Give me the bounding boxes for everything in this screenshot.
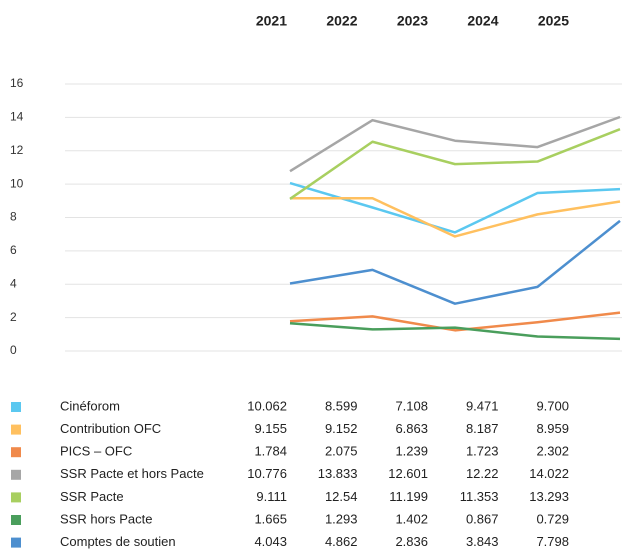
legend-swatch xyxy=(11,424,21,435)
legend-label: SSR hors Pacte xyxy=(60,511,153,526)
series-line xyxy=(289,196,621,238)
table-value: 0.867 xyxy=(466,511,499,526)
legend-label: Contribution OFC xyxy=(60,421,161,436)
table-value: 9.111 xyxy=(256,489,287,504)
legend-swatch xyxy=(11,402,21,412)
table-value: 8.599 xyxy=(325,398,358,413)
table-value: 12.601 xyxy=(388,466,428,481)
y-tick-label: 8 xyxy=(10,210,17,224)
table-value: 4.862 xyxy=(325,534,358,549)
legend-swatch xyxy=(11,469,21,480)
legend-label: Comptes de soutien xyxy=(60,534,176,549)
year-header: 2022 xyxy=(326,13,357,29)
table-value: 11.353 xyxy=(460,489,499,504)
year-header: 2024 xyxy=(467,13,498,29)
y-tick-label: 4 xyxy=(10,276,17,290)
table-value: 2.302 xyxy=(536,444,569,459)
table-value: 9.155 xyxy=(254,421,287,436)
series-line xyxy=(289,128,621,200)
table-value: 1.402 xyxy=(395,511,428,526)
y-tick-label: 0 xyxy=(10,343,17,357)
table-value: 10.062 xyxy=(247,398,287,413)
table-value: 7.108 xyxy=(395,398,428,413)
table-value: 1.293 xyxy=(325,511,358,526)
series-line xyxy=(289,321,621,341)
legend-swatch xyxy=(11,447,21,458)
series-line xyxy=(289,181,621,234)
table-value: 9.471 xyxy=(466,398,499,413)
table-value: 2.836 xyxy=(395,534,428,549)
table-value: 13.833 xyxy=(318,466,358,481)
table-value: 8.959 xyxy=(536,421,569,436)
legend-swatch xyxy=(11,492,21,503)
legend-label: PICS – OFC xyxy=(60,444,132,459)
table-value: 9.700 xyxy=(536,398,569,413)
year-header: 2025 xyxy=(538,13,569,29)
legend-label: Cinéforom xyxy=(60,398,120,413)
table-value: 12.54 xyxy=(325,489,358,504)
legend-swatch xyxy=(11,515,21,525)
y-tick-label: 10 xyxy=(10,176,24,190)
table-value: 3.843 xyxy=(466,534,499,549)
table-value: 1.723 xyxy=(466,444,499,459)
table-value: 13.293 xyxy=(529,489,569,504)
y-tick-label: 2 xyxy=(10,310,17,324)
year-header: 2021 xyxy=(256,13,287,29)
year-header: 2023 xyxy=(397,13,428,29)
table-value: 1.665 xyxy=(254,511,287,526)
series-line xyxy=(289,219,621,305)
series-line xyxy=(289,311,621,332)
table-value: 12.22 xyxy=(466,466,499,481)
y-tick-label: 12 xyxy=(10,143,24,157)
table-value: 6.863 xyxy=(395,421,428,436)
table-value: 2.075 xyxy=(325,444,358,459)
table-value: 4.043 xyxy=(254,534,287,549)
table-value: 0.729 xyxy=(536,511,569,526)
table-value: 10.776 xyxy=(247,466,287,481)
table-value: 14.022 xyxy=(529,466,569,481)
y-tick-label: 16 xyxy=(10,76,24,90)
table-value: 7.798 xyxy=(536,534,569,549)
y-tick-label: 6 xyxy=(10,243,17,257)
table-value: 1.784 xyxy=(254,444,287,459)
legend-label: SSR Pacte xyxy=(60,489,124,504)
series-line xyxy=(289,115,621,173)
table-value: 8.187 xyxy=(466,421,499,436)
legend-swatch xyxy=(11,537,21,548)
table-value: 1.239 xyxy=(395,444,428,459)
table-value: 11.199 xyxy=(389,489,428,504)
y-tick-label: 14 xyxy=(10,110,24,124)
table-value: 9.152 xyxy=(325,421,358,436)
legend-label: SSR Pacte et hors Pacte xyxy=(60,466,204,481)
